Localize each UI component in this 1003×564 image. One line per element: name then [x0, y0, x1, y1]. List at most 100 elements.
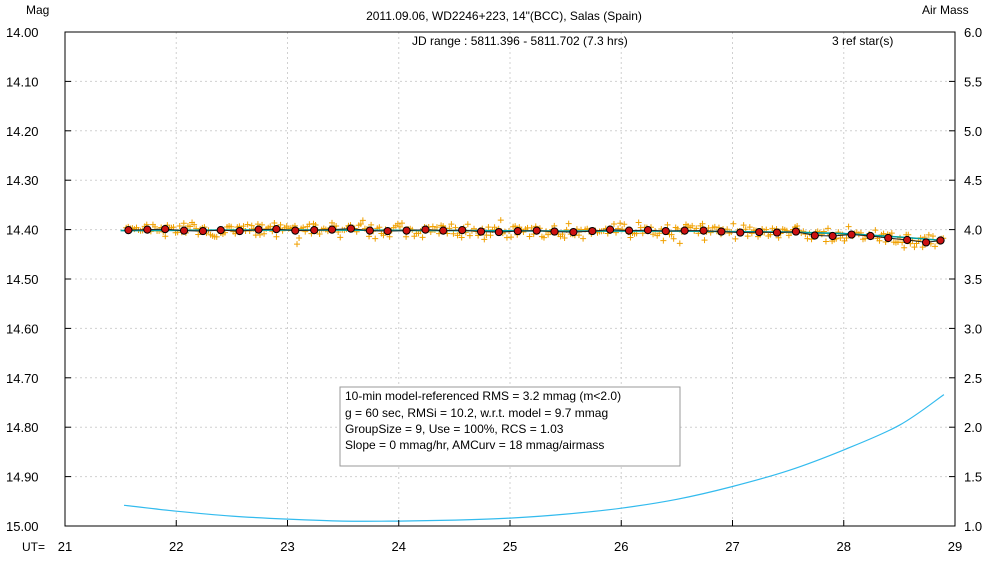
raw-point [487, 232, 494, 239]
raw-point [259, 221, 266, 228]
raw-point [740, 222, 747, 229]
ref-stars: 3 ref star(s) [832, 34, 893, 48]
raw-point [822, 238, 829, 245]
group-point [365, 226, 374, 235]
info-line-1: 10-min model-referenced RMS = 3.2 mmag (… [345, 389, 621, 403]
raw-point [316, 230, 323, 237]
raw-point [380, 232, 387, 239]
x-tick-label: 29 [948, 539, 962, 554]
raw-point [664, 221, 671, 228]
y-left-tick-label: 14.40 [6, 223, 39, 238]
raw-point [170, 224, 177, 231]
y-right-ticks: 6.0 5.5 5.0 4.5 4.0 3.5 3.0 2.5 2.0 1.5 1.0 [949, 25, 982, 534]
raw-point [888, 230, 895, 237]
raw-point [244, 221, 251, 228]
y-left-tick-label: 14.50 [6, 272, 39, 287]
y-left-tick-label: 14.60 [6, 321, 39, 336]
x-tick-label: 22 [169, 539, 183, 554]
x-tick-label: 21 [58, 539, 72, 554]
y-left-tick-label: 14.90 [6, 470, 39, 485]
x-tick-label: 23 [280, 539, 294, 554]
y-right-tick-label: 1.5 [964, 470, 982, 485]
raw-point [746, 224, 753, 231]
group-point [755, 227, 764, 237]
x-axis-ticks: 21 22 23 24 25 26 27 28 29 [58, 520, 962, 554]
group-point [198, 226, 208, 236]
group-point [772, 228, 782, 237]
raw-point [919, 244, 926, 251]
group-point [847, 230, 856, 239]
group-point [458, 225, 467, 235]
raw-point [176, 223, 183, 230]
group-point [569, 227, 578, 237]
info-box: 10-min model-referenced RMS = 3.2 mmag (… [339, 386, 681, 467]
raw-point [929, 233, 936, 240]
group-points [124, 224, 945, 247]
info-line-4: Slope = 0 mmag/hr, AMCurv = 18 mmag/airm… [345, 438, 604, 452]
raw-point [162, 233, 169, 240]
y-left-tick-label: 14.10 [6, 74, 39, 89]
group-point [513, 226, 522, 236]
raw-point [894, 239, 901, 246]
airmass-curve [123, 394, 945, 522]
raw-point [621, 221, 628, 228]
group-point [624, 226, 634, 235]
group-point [402, 226, 411, 235]
y-right-label: Air Mass [922, 3, 969, 17]
raw-point [565, 220, 572, 227]
y-right-tick-label: 5.0 [964, 124, 982, 139]
raw-point [481, 236, 488, 243]
group-point [903, 235, 912, 245]
raw-point [845, 223, 852, 230]
raw-point [337, 234, 344, 241]
raw-point [701, 237, 708, 244]
raw-point [901, 244, 908, 251]
raw-point [248, 222, 255, 229]
raw-point [267, 223, 274, 230]
raw-point [394, 220, 401, 227]
y-right-tick-label: 3.0 [964, 321, 982, 336]
raw-point [240, 223, 247, 230]
raw-point [403, 233, 410, 240]
group-point [810, 231, 819, 240]
raw-point [466, 232, 473, 239]
raw-point [730, 220, 737, 227]
group-point [606, 225, 615, 234]
raw-point [617, 220, 624, 227]
y-right-tick-label: 6.0 [964, 25, 982, 40]
raw-point [429, 223, 436, 230]
raw-point [433, 224, 440, 231]
jd-range: JD range : 5811.396 - 5811.702 (7.3 hrs) [412, 34, 628, 48]
raw-point [398, 220, 405, 227]
group-point [143, 225, 152, 234]
group-point [921, 238, 931, 247]
y-left-ticks: 14.00 14.10 14.20 14.30 14.40 14.50 14.60 14.70… [6, 25, 71, 534]
group-point [179, 226, 189, 235]
group-point [421, 225, 430, 234]
raw-point [246, 228, 253, 235]
raw-point [213, 233, 220, 240]
y-left-tick-label: 14.80 [6, 420, 39, 435]
raw-point [660, 237, 667, 244]
raw-point [732, 235, 739, 242]
raw-point [925, 231, 932, 238]
group-point [680, 226, 689, 235]
raw-point [333, 222, 340, 229]
raw-point [872, 227, 879, 234]
raw-point [464, 221, 471, 228]
raw-point [711, 223, 718, 230]
info-line-3: GroupSize = 9, Use = 100%, RCS = 1.03 [345, 422, 564, 436]
airmass-line [123, 394, 945, 522]
info-line-2: g = 60 sec, RMSi = 10.2, w.r.t. model = … [345, 406, 608, 420]
raw-point [526, 233, 533, 240]
raw-point [932, 243, 939, 250]
raw-point [294, 241, 301, 248]
group-point [161, 225, 170, 234]
raw-point [843, 234, 850, 241]
group-point [310, 225, 319, 235]
x-tick-label: 26 [614, 539, 628, 554]
raw-point [508, 234, 515, 241]
raw-point [396, 223, 403, 230]
group-point [476, 227, 486, 236]
raw-point [610, 220, 617, 227]
